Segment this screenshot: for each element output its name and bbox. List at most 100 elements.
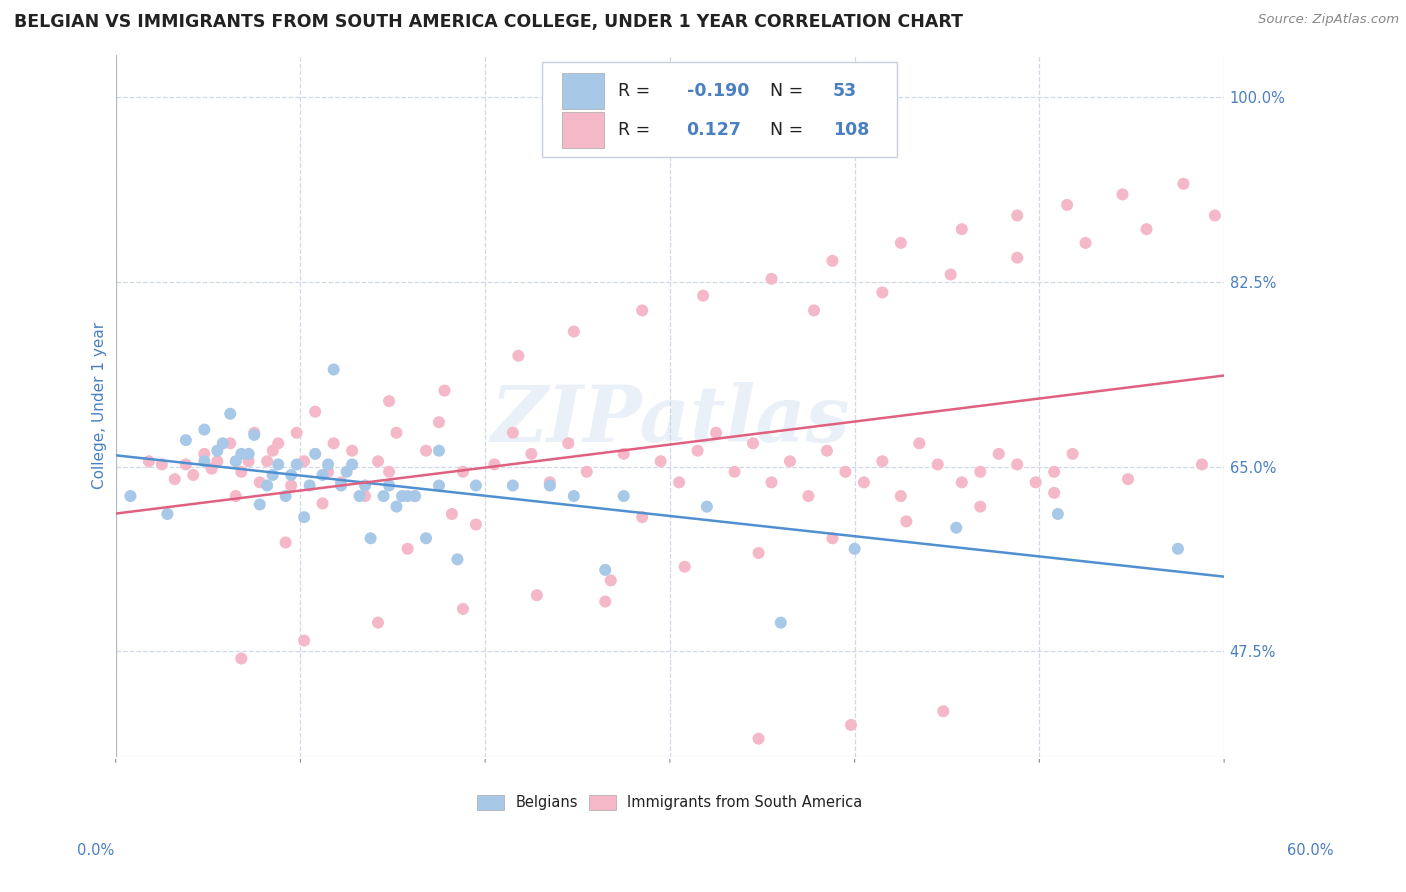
Point	[378, 465, 401, 479]
Point	[704, 425, 727, 440]
Point	[280, 478, 302, 492]
Point	[1074, 235, 1097, 250]
Point	[316, 465, 339, 479]
Point	[322, 362, 344, 376]
Point	[336, 465, 359, 479]
Point	[385, 500, 408, 514]
Point	[256, 478, 278, 492]
Point	[692, 288, 714, 302]
Point	[446, 552, 468, 566]
Point	[231, 465, 253, 479]
Text: 53: 53	[832, 82, 858, 100]
Point	[1173, 177, 1195, 191]
Point	[193, 447, 215, 461]
Point	[932, 704, 955, 718]
Point	[292, 633, 315, 648]
Point	[896, 515, 918, 529]
Point	[969, 500, 991, 514]
Point	[385, 425, 408, 440]
Point	[908, 436, 931, 450]
Point	[231, 447, 253, 461]
Point	[696, 500, 718, 514]
Point	[1046, 507, 1069, 521]
Point	[686, 443, 709, 458]
Point	[201, 461, 224, 475]
Point	[340, 458, 363, 472]
Point	[378, 478, 401, 492]
Point	[150, 458, 173, 472]
Point	[464, 478, 486, 492]
Point	[330, 475, 353, 490]
Point	[593, 594, 616, 608]
Point	[844, 541, 866, 556]
Point	[267, 436, 290, 450]
Point	[340, 443, 363, 458]
Point	[1025, 475, 1047, 490]
Point	[225, 489, 247, 503]
Point	[821, 253, 844, 268]
Text: R =: R =	[617, 121, 655, 139]
Point	[249, 475, 271, 490]
Point	[280, 467, 302, 482]
Point	[174, 458, 197, 472]
Point	[969, 465, 991, 479]
Point	[219, 436, 242, 450]
Point	[367, 454, 389, 468]
Point	[451, 465, 474, 479]
Point	[404, 489, 426, 503]
Point	[575, 465, 598, 479]
Point	[304, 405, 326, 419]
Point	[742, 436, 765, 450]
Point	[219, 407, 242, 421]
Point	[484, 458, 506, 472]
Y-axis label: College, Under 1 year: College, Under 1 year	[93, 322, 107, 490]
Point	[950, 222, 973, 236]
Text: 108: 108	[832, 121, 869, 139]
Point	[927, 458, 949, 472]
Legend: Belgians, Immigrants from South America: Belgians, Immigrants from South America	[471, 789, 869, 816]
Point	[526, 588, 548, 602]
Point	[520, 447, 543, 461]
Point	[138, 454, 160, 468]
Point	[378, 394, 401, 409]
Point	[427, 415, 450, 429]
Point	[1056, 198, 1078, 212]
Point	[852, 475, 875, 490]
Point	[243, 425, 266, 440]
Point	[890, 489, 912, 503]
Bar	[562, 112, 605, 148]
Point	[231, 651, 253, 665]
Point	[373, 489, 395, 503]
Point	[415, 531, 437, 545]
Text: 60.0%: 60.0%	[1286, 843, 1334, 858]
Point	[1135, 222, 1157, 236]
Point	[508, 349, 530, 363]
Point	[451, 602, 474, 616]
Point	[562, 489, 585, 503]
Point	[890, 235, 912, 250]
Point	[440, 507, 463, 521]
Point	[262, 443, 284, 458]
Point	[238, 454, 260, 468]
Point	[613, 489, 636, 503]
Point	[285, 458, 308, 472]
Point	[562, 325, 585, 339]
Point	[748, 731, 770, 746]
Point	[769, 615, 792, 630]
Point	[631, 510, 654, 524]
Point	[311, 496, 333, 510]
Point	[987, 447, 1010, 461]
Point	[593, 563, 616, 577]
Point	[267, 458, 290, 472]
Point	[872, 285, 894, 300]
Point	[834, 465, 856, 479]
Point	[1043, 465, 1066, 479]
Point	[262, 467, 284, 482]
Text: R =: R =	[617, 82, 655, 100]
Point	[939, 268, 962, 282]
Point	[360, 531, 382, 545]
Text: Source: ZipAtlas.com: Source: ZipAtlas.com	[1258, 13, 1399, 27]
Point	[322, 436, 344, 450]
Point	[207, 454, 229, 468]
Point	[557, 436, 579, 450]
